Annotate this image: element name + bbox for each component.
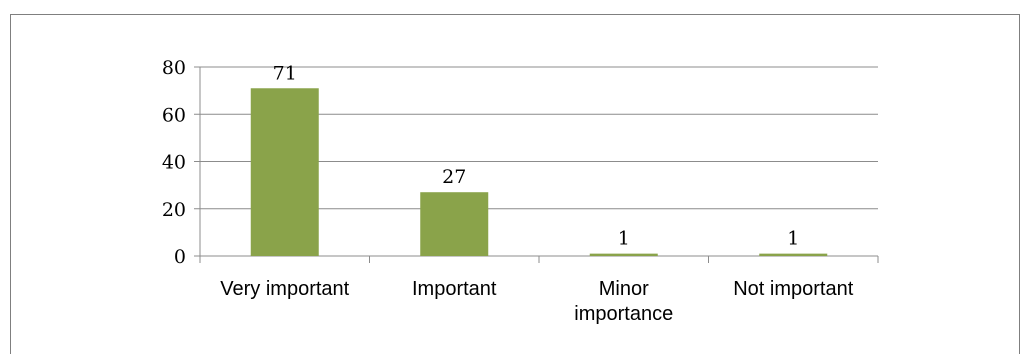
bar bbox=[589, 253, 658, 256]
labels: 0 20 40 60 80 71 Very important 27 Important 1 Min… bbox=[162, 57, 854, 325]
bar bbox=[250, 88, 319, 256]
y-tick-label: 60 bbox=[162, 104, 186, 126]
y-tick-label: 0 bbox=[174, 246, 186, 268]
data-label: 27 bbox=[442, 166, 466, 188]
bar bbox=[759, 253, 828, 256]
x-category-label: importance bbox=[574, 303, 673, 325]
y-tick-label: 20 bbox=[162, 199, 186, 221]
bar-chart: 0 20 40 60 80 71 Very important 27 Important 1 Min… bbox=[162, 57, 879, 325]
x-category-label: Important bbox=[412, 278, 497, 300]
x-category-label: Very important bbox=[220, 278, 349, 300]
chart-frame bbox=[10, 14, 1020, 354]
data-label: 1 bbox=[787, 228, 799, 250]
x-category-label: Minor bbox=[599, 278, 649, 300]
y-tick-label: 80 bbox=[162, 57, 186, 79]
data-label: 71 bbox=[273, 62, 297, 84]
data-label: 1 bbox=[618, 228, 630, 250]
bars bbox=[250, 88, 828, 256]
x-category-label: Not important bbox=[733, 278, 853, 300]
bar bbox=[420, 192, 489, 256]
y-tick-label: 40 bbox=[162, 152, 186, 174]
